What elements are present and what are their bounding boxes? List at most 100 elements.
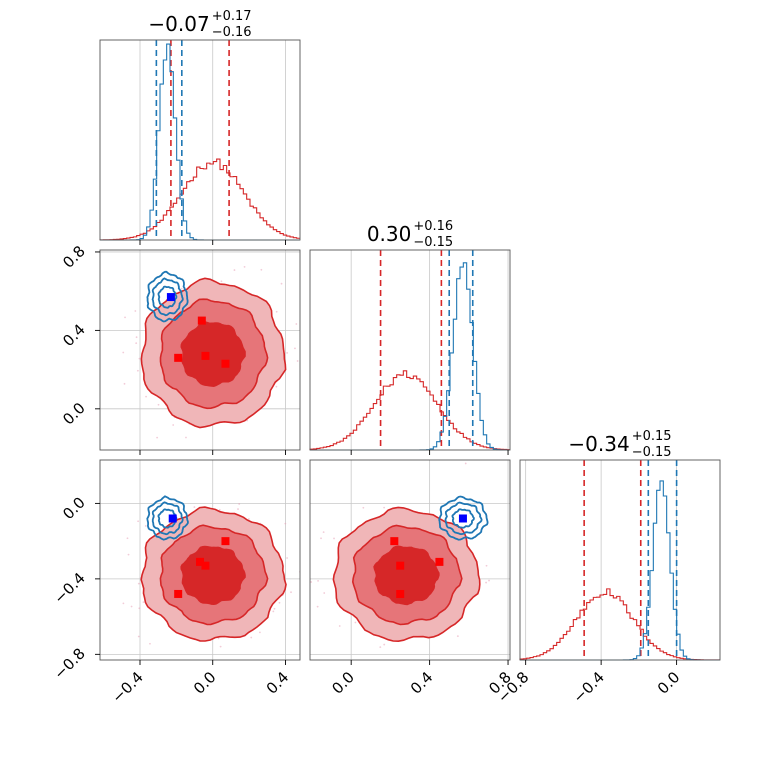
red-marker	[221, 359, 230, 368]
scatter-point	[284, 522, 287, 525]
scatter-point	[122, 351, 125, 354]
scatter-point	[286, 557, 288, 559]
scatter-panel-2_1	[305, 459, 511, 665]
hist-panel-1	[309, 249, 511, 455]
scatter-point	[185, 436, 187, 439]
scatter-point	[137, 582, 140, 585]
scatter-point	[145, 395, 147, 398]
panel-title-value: −0.34	[568, 432, 629, 456]
scatter-point	[485, 581, 487, 584]
blue-contour	[451, 508, 475, 529]
scatter-point	[247, 518, 250, 520]
blue-contour	[146, 270, 189, 323]
x-tick-label: −0.4	[108, 668, 146, 706]
x-tick-label: 0.0	[190, 668, 220, 698]
y-tick-label: 0.4	[59, 320, 89, 350]
scatter-point	[260, 268, 263, 271]
blue-contour	[151, 501, 184, 536]
scatter-point	[260, 672, 262, 674]
red-marker	[435, 557, 444, 566]
scatter-point	[305, 584, 307, 586]
panel-title-value: −0.07	[148, 12, 209, 36]
panel-title-lower: −0.16	[212, 25, 252, 40]
y-tick-label: 0.0	[59, 493, 89, 523]
panel-background	[310, 250, 510, 450]
red-marker	[174, 589, 183, 598]
red-marker	[396, 561, 405, 570]
panel-background	[100, 40, 300, 240]
panel-title-lower: −0.15	[413, 235, 453, 250]
red-marker	[396, 589, 405, 598]
scatter-point	[362, 506, 365, 509]
red-marker	[197, 316, 206, 325]
scatter-point	[354, 621, 357, 624]
x-tick-label: 0.4	[263, 668, 293, 698]
scatter-point	[323, 592, 326, 594]
panel-title-upper: +0.15	[632, 429, 672, 444]
scatter-point	[272, 610, 275, 613]
scatter-point	[464, 462, 467, 465]
blue-marker	[458, 514, 467, 523]
y-tick-label: −0.8	[50, 644, 88, 682]
blue-contour	[157, 508, 178, 529]
red-marker	[174, 353, 183, 362]
x-tick-label: 0.4	[407, 668, 437, 698]
y-tick-label: −0.4	[50, 569, 88, 607]
y-tick-label: 0.8	[59, 242, 89, 272]
scatter-point	[294, 347, 296, 350]
scatter-point	[338, 625, 341, 627]
scatter-point	[317, 579, 319, 582]
red-marker	[221, 537, 230, 546]
scatter-point	[180, 287, 183, 290]
scatter-point	[290, 591, 292, 594]
blue-marker	[168, 514, 177, 523]
scatter-point	[278, 601, 281, 604]
panel-frame	[99, 39, 301, 241]
panel-title-upper: +0.17	[212, 9, 252, 24]
scatter-point	[122, 602, 125, 605]
scatter-point	[259, 631, 261, 634]
scatter-point	[135, 342, 138, 345]
scatter-point	[217, 637, 220, 640]
red-contour-inner	[180, 321, 246, 388]
blue-contour	[151, 277, 184, 317]
blue-contour	[438, 495, 489, 541]
x-tick-label: −0.4	[569, 668, 607, 706]
scatter-panel-1_0	[95, 249, 301, 455]
scatter-point	[138, 357, 141, 360]
scatter-point	[157, 403, 160, 406]
red-marker	[201, 351, 210, 360]
scatter-point	[238, 503, 241, 505]
scatter-point	[136, 369, 139, 372]
blue-marker	[166, 293, 175, 302]
scatter-point	[156, 436, 159, 439]
scatter-point	[275, 310, 278, 313]
scatter-point	[219, 645, 222, 648]
scatter-point	[316, 605, 319, 608]
panel-title-value: 0.30	[367, 222, 412, 246]
scatter-point	[142, 601, 145, 603]
scatter-point	[280, 282, 283, 285]
scatter-point	[127, 553, 130, 556]
scatter-point	[250, 636, 253, 639]
scatter-point	[485, 564, 488, 567]
scatter-point	[193, 506, 196, 508]
scatter-point	[286, 352, 289, 354]
scatter-point	[137, 520, 140, 523]
scatter-point	[320, 537, 322, 540]
hist-panel-2	[519, 459, 721, 665]
x-tick-label: 0.0	[654, 668, 684, 698]
scatter-point	[243, 265, 246, 268]
panel-title-upper: +0.16	[413, 219, 453, 234]
red-marker	[390, 537, 399, 546]
scatter-point	[134, 310, 137, 312]
hist-panel-0	[99, 39, 301, 245]
scatter-point	[296, 360, 299, 362]
scatter-point	[237, 508, 239, 510]
scatter-point	[130, 605, 133, 608]
blue-contour	[146, 495, 189, 541]
scatter-point	[488, 579, 490, 582]
scatter-point	[456, 635, 459, 638]
scatter-point	[123, 382, 126, 385]
red-histogram	[99, 158, 300, 241]
